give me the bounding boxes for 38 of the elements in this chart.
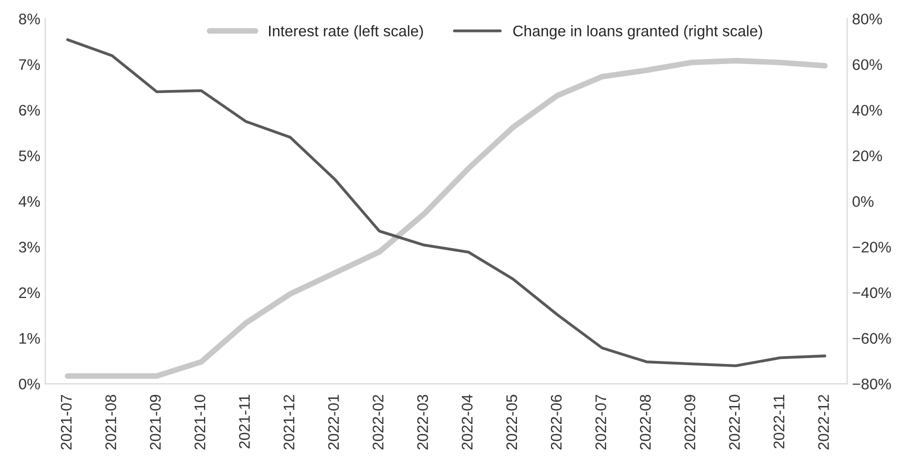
x-tick-label: 2021-10 — [194, 394, 206, 450]
x-tick-label: 2022-03 — [417, 394, 428, 450]
y-tick-label: 2% — [19, 287, 40, 298]
y2-tick-label: 40% — [852, 104, 882, 116]
y-tick-label: 8% — [19, 14, 40, 24]
x-tick-label: 2022-01 — [328, 394, 339, 450]
x-tick-label: 2021-08 — [105, 394, 116, 450]
y-tick-label: 6% — [19, 104, 40, 116]
x-tick-label: 2021-09 — [150, 394, 161, 450]
x-tick-label: 2022-05 — [506, 394, 518, 450]
legend-label: Change in loans granted (right scale) — [513, 25, 762, 40]
x-tick-label: 2022-08 — [640, 394, 651, 450]
x-tick-label: 2022-04 — [462, 394, 473, 450]
y2-tick-label: −40% — [852, 287, 891, 298]
y2-tick-label: 20% — [852, 150, 882, 162]
x-tick-label: 2022-07 — [595, 394, 606, 450]
y2-tick-label: 0% — [852, 196, 874, 207]
y-tick-label: 5% — [18, 150, 40, 162]
x-tick-label: 2022-02 — [372, 394, 384, 450]
y-tick-label: 4% — [18, 196, 40, 207]
x-tick-label: 2022-09 — [684, 394, 696, 450]
y-tick-label: 1% — [20, 333, 40, 344]
x-tick-label: 2021-12 — [284, 394, 294, 450]
legend-label: Interest rate (left scale) — [269, 25, 423, 40]
x-tick-label: 2021-07 — [60, 394, 72, 450]
y-tick-label: 7% — [19, 59, 40, 70]
y2-tick-label: 60% — [852, 59, 882, 70]
y2-tick-label: −60% — [852, 333, 891, 344]
x-tick-label: 2022-10 — [729, 394, 740, 450]
y2-tick-label: −20% — [852, 242, 891, 253]
x-tick-label: 2022-06 — [550, 394, 562, 450]
y-tick-label: 3% — [18, 242, 40, 253]
x-tick-label: 2022-12 — [818, 394, 829, 450]
y-tick-label: 0% — [18, 378, 40, 390]
x-tick-label: 2022-11 — [774, 394, 784, 448]
y2-tick-label: −80% — [852, 378, 891, 390]
x-tick-label: 2021-11 — [239, 394, 250, 448]
y2-tick-label: 80% — [852, 14, 882, 24]
